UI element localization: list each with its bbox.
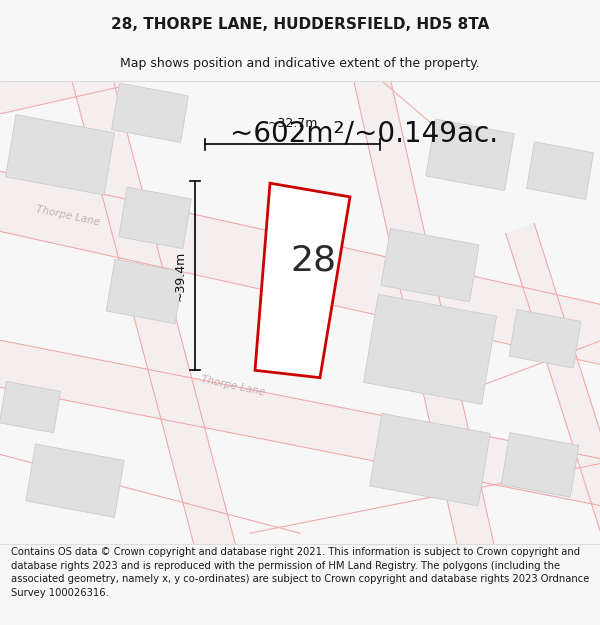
Polygon shape [5,114,115,195]
Polygon shape [255,183,350,378]
Text: Contains OS data © Crown copyright and database right 2021. This information is : Contains OS data © Crown copyright and d… [11,547,589,598]
Polygon shape [527,142,593,199]
Polygon shape [370,413,490,506]
Polygon shape [364,294,496,404]
Polygon shape [426,119,514,191]
Polygon shape [0,56,123,118]
Polygon shape [106,259,184,324]
Polygon shape [119,187,191,249]
Polygon shape [0,381,61,433]
Text: ~602m²/~0.149ac.: ~602m²/~0.149ac. [230,120,498,148]
Text: 28, THORPE LANE, HUDDERSFIELD, HD5 8TA: 28, THORPE LANE, HUDDERSFIELD, HD5 8TA [111,17,489,32]
Polygon shape [26,444,124,518]
Polygon shape [352,66,497,569]
Text: ~39.4m: ~39.4m [173,251,187,301]
Polygon shape [381,229,479,302]
Polygon shape [501,432,579,497]
Polygon shape [506,223,600,549]
Text: Thorpe Lane: Thorpe Lane [35,204,101,228]
Text: Thorpe Lane: Thorpe Lane [200,374,266,398]
Polygon shape [112,83,188,142]
Polygon shape [509,309,581,368]
Polygon shape [0,168,600,368]
Text: Map shows position and indicative extent of the property.: Map shows position and indicative extent… [120,57,480,70]
Polygon shape [0,337,600,509]
Polygon shape [71,65,239,571]
Text: 28: 28 [290,244,337,278]
Text: ~32.7m: ~32.7m [268,117,317,130]
